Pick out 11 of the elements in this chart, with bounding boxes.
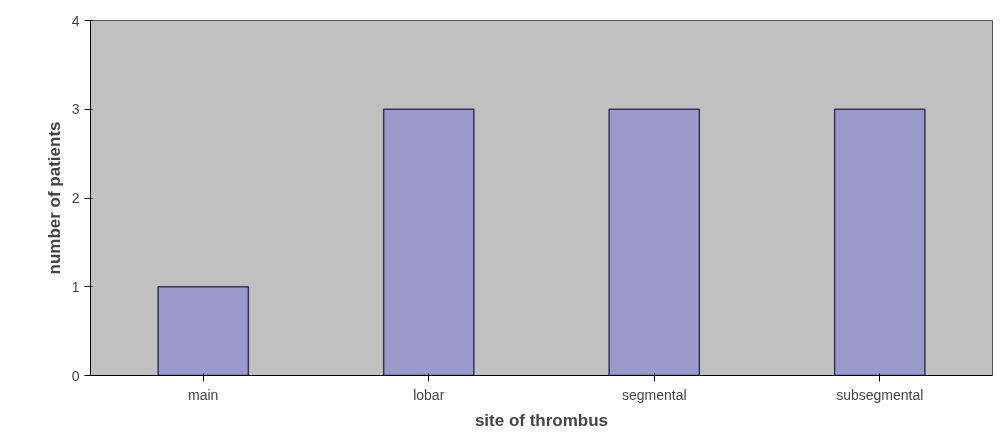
x-tick-label: subsegmental <box>836 386 924 403</box>
x-tick-label: lobar <box>413 386 445 403</box>
y-tick-label: 3 <box>71 101 80 118</box>
y-tick-label: 0 <box>71 367 80 384</box>
x-tick-label: main <box>188 386 219 403</box>
x-tick-label: segmental <box>621 386 687 403</box>
y-tick-label: 2 <box>71 190 80 206</box>
y-axis-title: number of patients <box>44 121 64 275</box>
x-axis-title: site of thrombus <box>474 410 609 430</box>
y-tick-label: 1 <box>71 278 80 295</box>
y-tick-label: 4 <box>71 12 80 29</box>
